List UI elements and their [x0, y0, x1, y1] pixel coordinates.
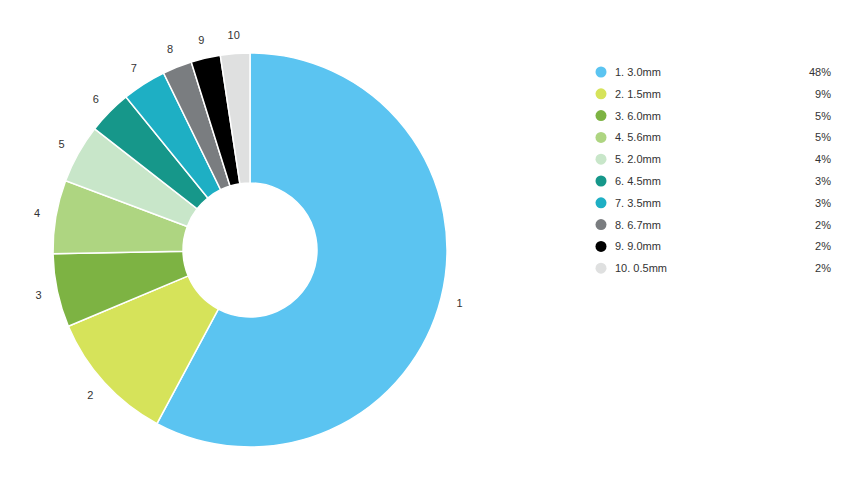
legend-marker	[596, 197, 607, 208]
legend-value: 3%	[815, 197, 831, 209]
slice-label: 10	[228, 29, 240, 41]
slice-label: 7	[131, 62, 137, 74]
legend-value: 48%	[809, 66, 831, 78]
legend-label: 3. 6.0mm	[615, 110, 661, 122]
legend-marker	[596, 176, 607, 187]
legend-value: 2%	[815, 219, 831, 231]
legend-value: 2%	[815, 262, 831, 274]
slice-label: 6	[93, 93, 99, 105]
slice	[220, 53, 250, 184]
legend-label: 9. 9.0mm	[615, 240, 661, 252]
legend-value: 9%	[815, 88, 831, 100]
legend-marker	[596, 67, 607, 78]
chart-svg: 1 2 3 4 5 6 7 8 9 10 1. 3.0mm 48% 2. 1.5mm 9% 3. 6.0mm…	[0, 0, 858, 500]
legend-label: 4. 5.6mm	[615, 131, 661, 143]
legend-label: 2. 1.5mm	[615, 88, 661, 100]
slice	[53, 251, 188, 326]
slices	[53, 53, 447, 447]
slice-label: 2	[87, 389, 93, 401]
legend: 1. 3.0mm 48% 2. 1.5mm 9% 3. 6.0mm 5% 4. 5.6mm 5…	[596, 66, 832, 274]
legend-marker	[596, 132, 607, 143]
slice-label: 8	[167, 43, 173, 55]
legend-value: 5%	[815, 131, 831, 143]
legend-label: 6. 4.5mm	[615, 175, 661, 187]
legend-marker	[596, 110, 607, 121]
legend-marker	[596, 263, 607, 274]
legend-label: 8. 6.7mm	[615, 219, 661, 231]
legend-marker	[596, 241, 607, 252]
legend-label: 10. 0.5mm	[615, 262, 667, 274]
slice	[157, 53, 447, 447]
legend-value: 4%	[815, 153, 831, 165]
legend-value: 5%	[815, 110, 831, 122]
slice-label: 4	[34, 207, 40, 219]
legend-value: 3%	[815, 175, 831, 187]
slice-labels: 1 2 3 4 5 6 7 8 9 10	[34, 29, 462, 402]
legend-label: 7. 3.5mm	[615, 197, 661, 209]
slice-label: 9	[198, 34, 204, 46]
slice-label: 1	[456, 297, 462, 309]
slice-label: 5	[59, 138, 65, 150]
slice-label: 3	[36, 289, 42, 301]
legend-label: 1. 3.0mm	[615, 66, 661, 78]
legend-label: 5. 2.0mm	[615, 153, 661, 165]
legend-value: 2%	[815, 240, 831, 252]
legend-marker	[596, 219, 607, 230]
chart-container: 1 2 3 4 5 6 7 8 9 10 1. 3.0mm 48% 2. 1.5mm 9% 3. 6.0mm…	[0, 0, 858, 500]
legend-marker	[596, 88, 607, 99]
legend-marker	[596, 154, 607, 165]
